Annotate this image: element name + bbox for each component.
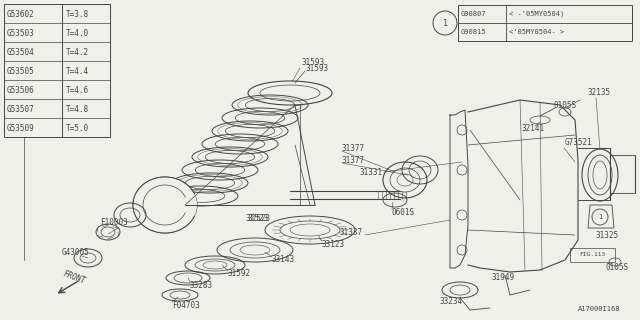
Text: G53504: G53504 <box>7 48 35 57</box>
Text: 31593: 31593 <box>302 58 325 67</box>
Text: 33283: 33283 <box>190 281 213 290</box>
Text: 31949: 31949 <box>492 274 515 283</box>
Text: G73521: G73521 <box>565 138 593 147</box>
Text: 31331: 31331 <box>360 167 383 177</box>
Text: FIG.113: FIG.113 <box>579 252 605 258</box>
Text: T=4.6: T=4.6 <box>66 86 89 95</box>
Text: G53505: G53505 <box>7 67 35 76</box>
Text: T=5.0: T=5.0 <box>66 124 89 133</box>
Text: G90815: G90815 <box>461 29 486 35</box>
Text: 33143: 33143 <box>272 255 295 265</box>
Text: G53509: G53509 <box>7 124 35 133</box>
Text: G90807: G90807 <box>461 11 486 17</box>
Text: T=4.0: T=4.0 <box>66 29 89 38</box>
Bar <box>4 4 110 137</box>
Text: 31592: 31592 <box>228 269 251 278</box>
Text: G53602: G53602 <box>7 10 35 19</box>
Text: T=3.8: T=3.8 <box>66 10 89 19</box>
Text: T=4.4: T=4.4 <box>66 67 89 76</box>
Text: G53507: G53507 <box>7 105 35 114</box>
Text: G53503: G53503 <box>7 29 35 38</box>
Text: T=4.8: T=4.8 <box>66 105 89 114</box>
Text: 33123: 33123 <box>322 239 345 249</box>
Text: 31377: 31377 <box>342 156 365 164</box>
Text: T=4.2: T=4.2 <box>66 48 89 57</box>
Text: A17000I168: A17000I168 <box>577 306 620 312</box>
Text: 31523: 31523 <box>245 213 268 222</box>
Bar <box>458 5 632 41</box>
Text: 32141: 32141 <box>522 124 545 132</box>
Text: 31337: 31337 <box>340 228 363 236</box>
Text: 0105S: 0105S <box>553 100 576 109</box>
Ellipse shape <box>133 177 197 233</box>
Text: 31377: 31377 <box>342 143 365 153</box>
Bar <box>570 248 615 262</box>
Text: 1: 1 <box>598 214 602 220</box>
Text: < -'05MY0504): < -'05MY0504) <box>509 11 564 17</box>
Text: 1: 1 <box>442 19 447 28</box>
Text: 33234: 33234 <box>440 298 463 307</box>
Text: 31523: 31523 <box>248 213 271 222</box>
Text: G53506: G53506 <box>7 86 35 95</box>
Text: <'05MY0504- >: <'05MY0504- > <box>509 29 564 35</box>
Text: FRONT: FRONT <box>62 270 87 286</box>
Text: F04703: F04703 <box>172 300 200 309</box>
Text: 32135: 32135 <box>588 87 611 97</box>
Text: 0105S: 0105S <box>605 263 628 273</box>
Text: F10003: F10003 <box>100 218 128 227</box>
Text: 31593: 31593 <box>305 63 328 73</box>
Text: 0601S: 0601S <box>392 207 415 217</box>
Text: G43005: G43005 <box>62 247 90 257</box>
Text: 31325: 31325 <box>595 230 618 239</box>
